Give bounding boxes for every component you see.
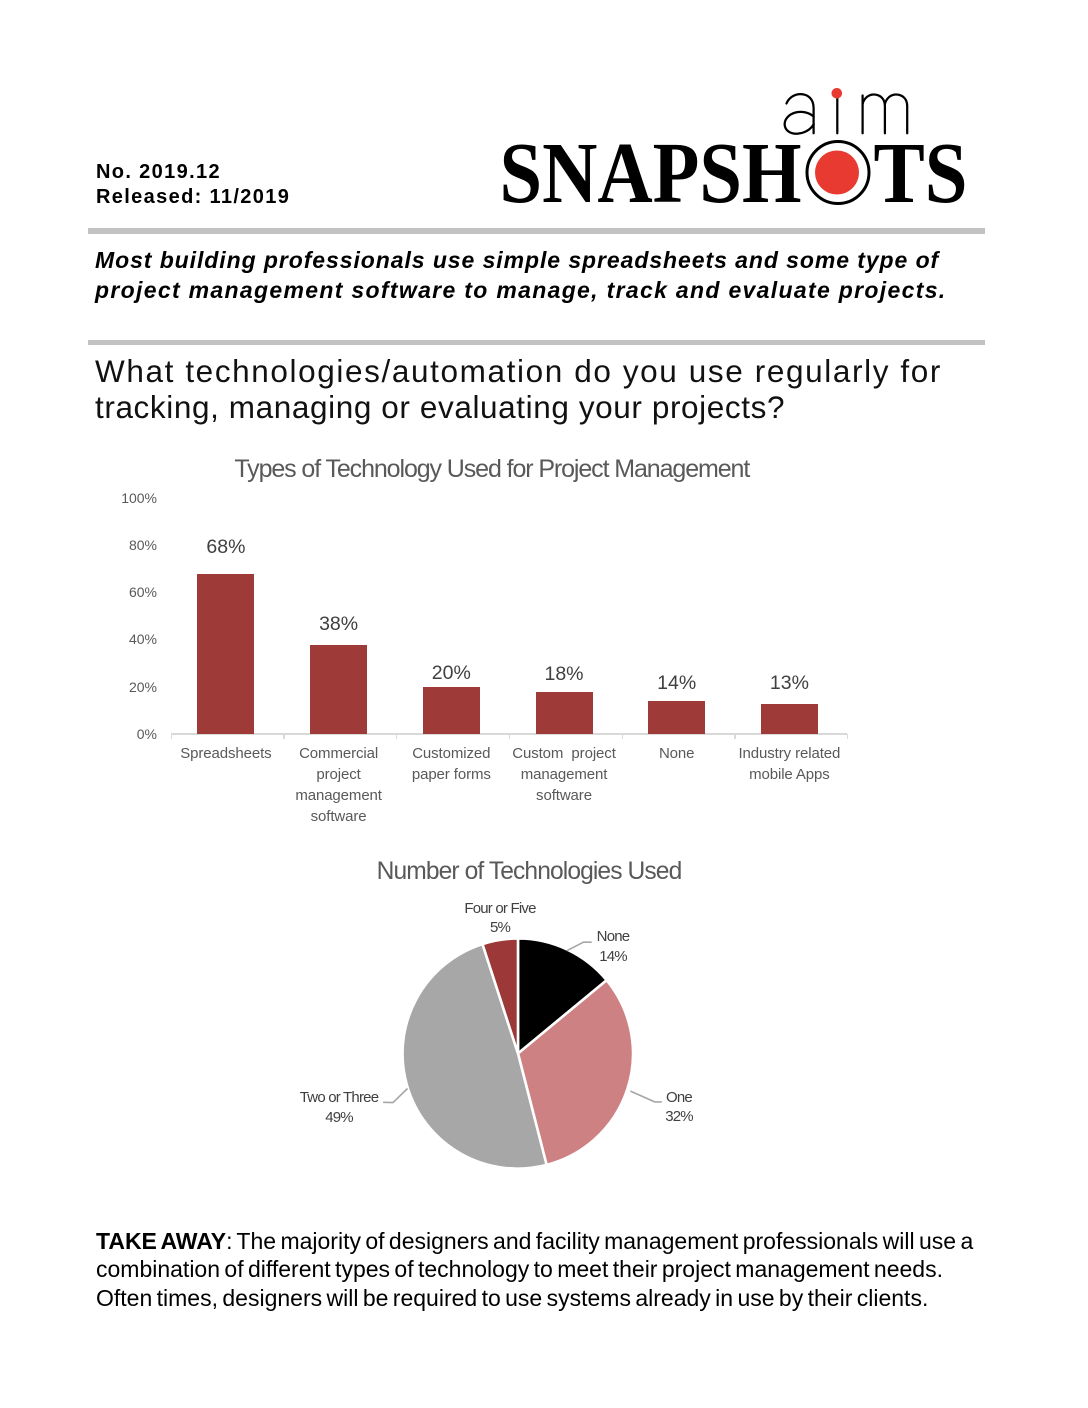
svg-text:SNAPSH: SNAPSH <box>500 124 802 221</box>
svg-text:TS: TS <box>874 124 968 221</box>
